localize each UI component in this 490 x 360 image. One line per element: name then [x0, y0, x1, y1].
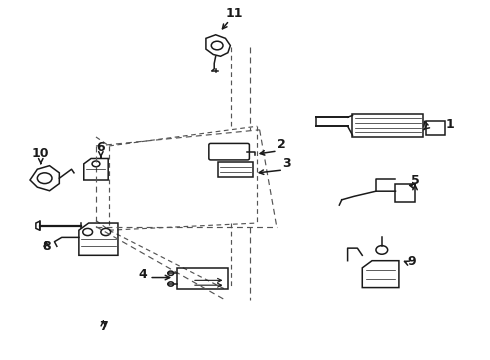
Text: 3: 3	[282, 157, 291, 170]
Bar	[352, 114, 423, 137]
Text: 9: 9	[408, 255, 416, 268]
Text: 6: 6	[97, 141, 105, 154]
Text: 2: 2	[277, 139, 286, 152]
Text: 8: 8	[42, 240, 50, 253]
Bar	[426, 121, 445, 135]
Text: 1: 1	[446, 118, 455, 131]
Text: 7: 7	[99, 320, 108, 333]
Text: 4: 4	[138, 267, 147, 280]
Bar	[395, 184, 415, 202]
Bar	[218, 162, 253, 177]
Bar	[176, 268, 228, 289]
Text: 10: 10	[32, 147, 49, 160]
Text: 11: 11	[225, 7, 243, 20]
Text: 5: 5	[411, 174, 419, 186]
